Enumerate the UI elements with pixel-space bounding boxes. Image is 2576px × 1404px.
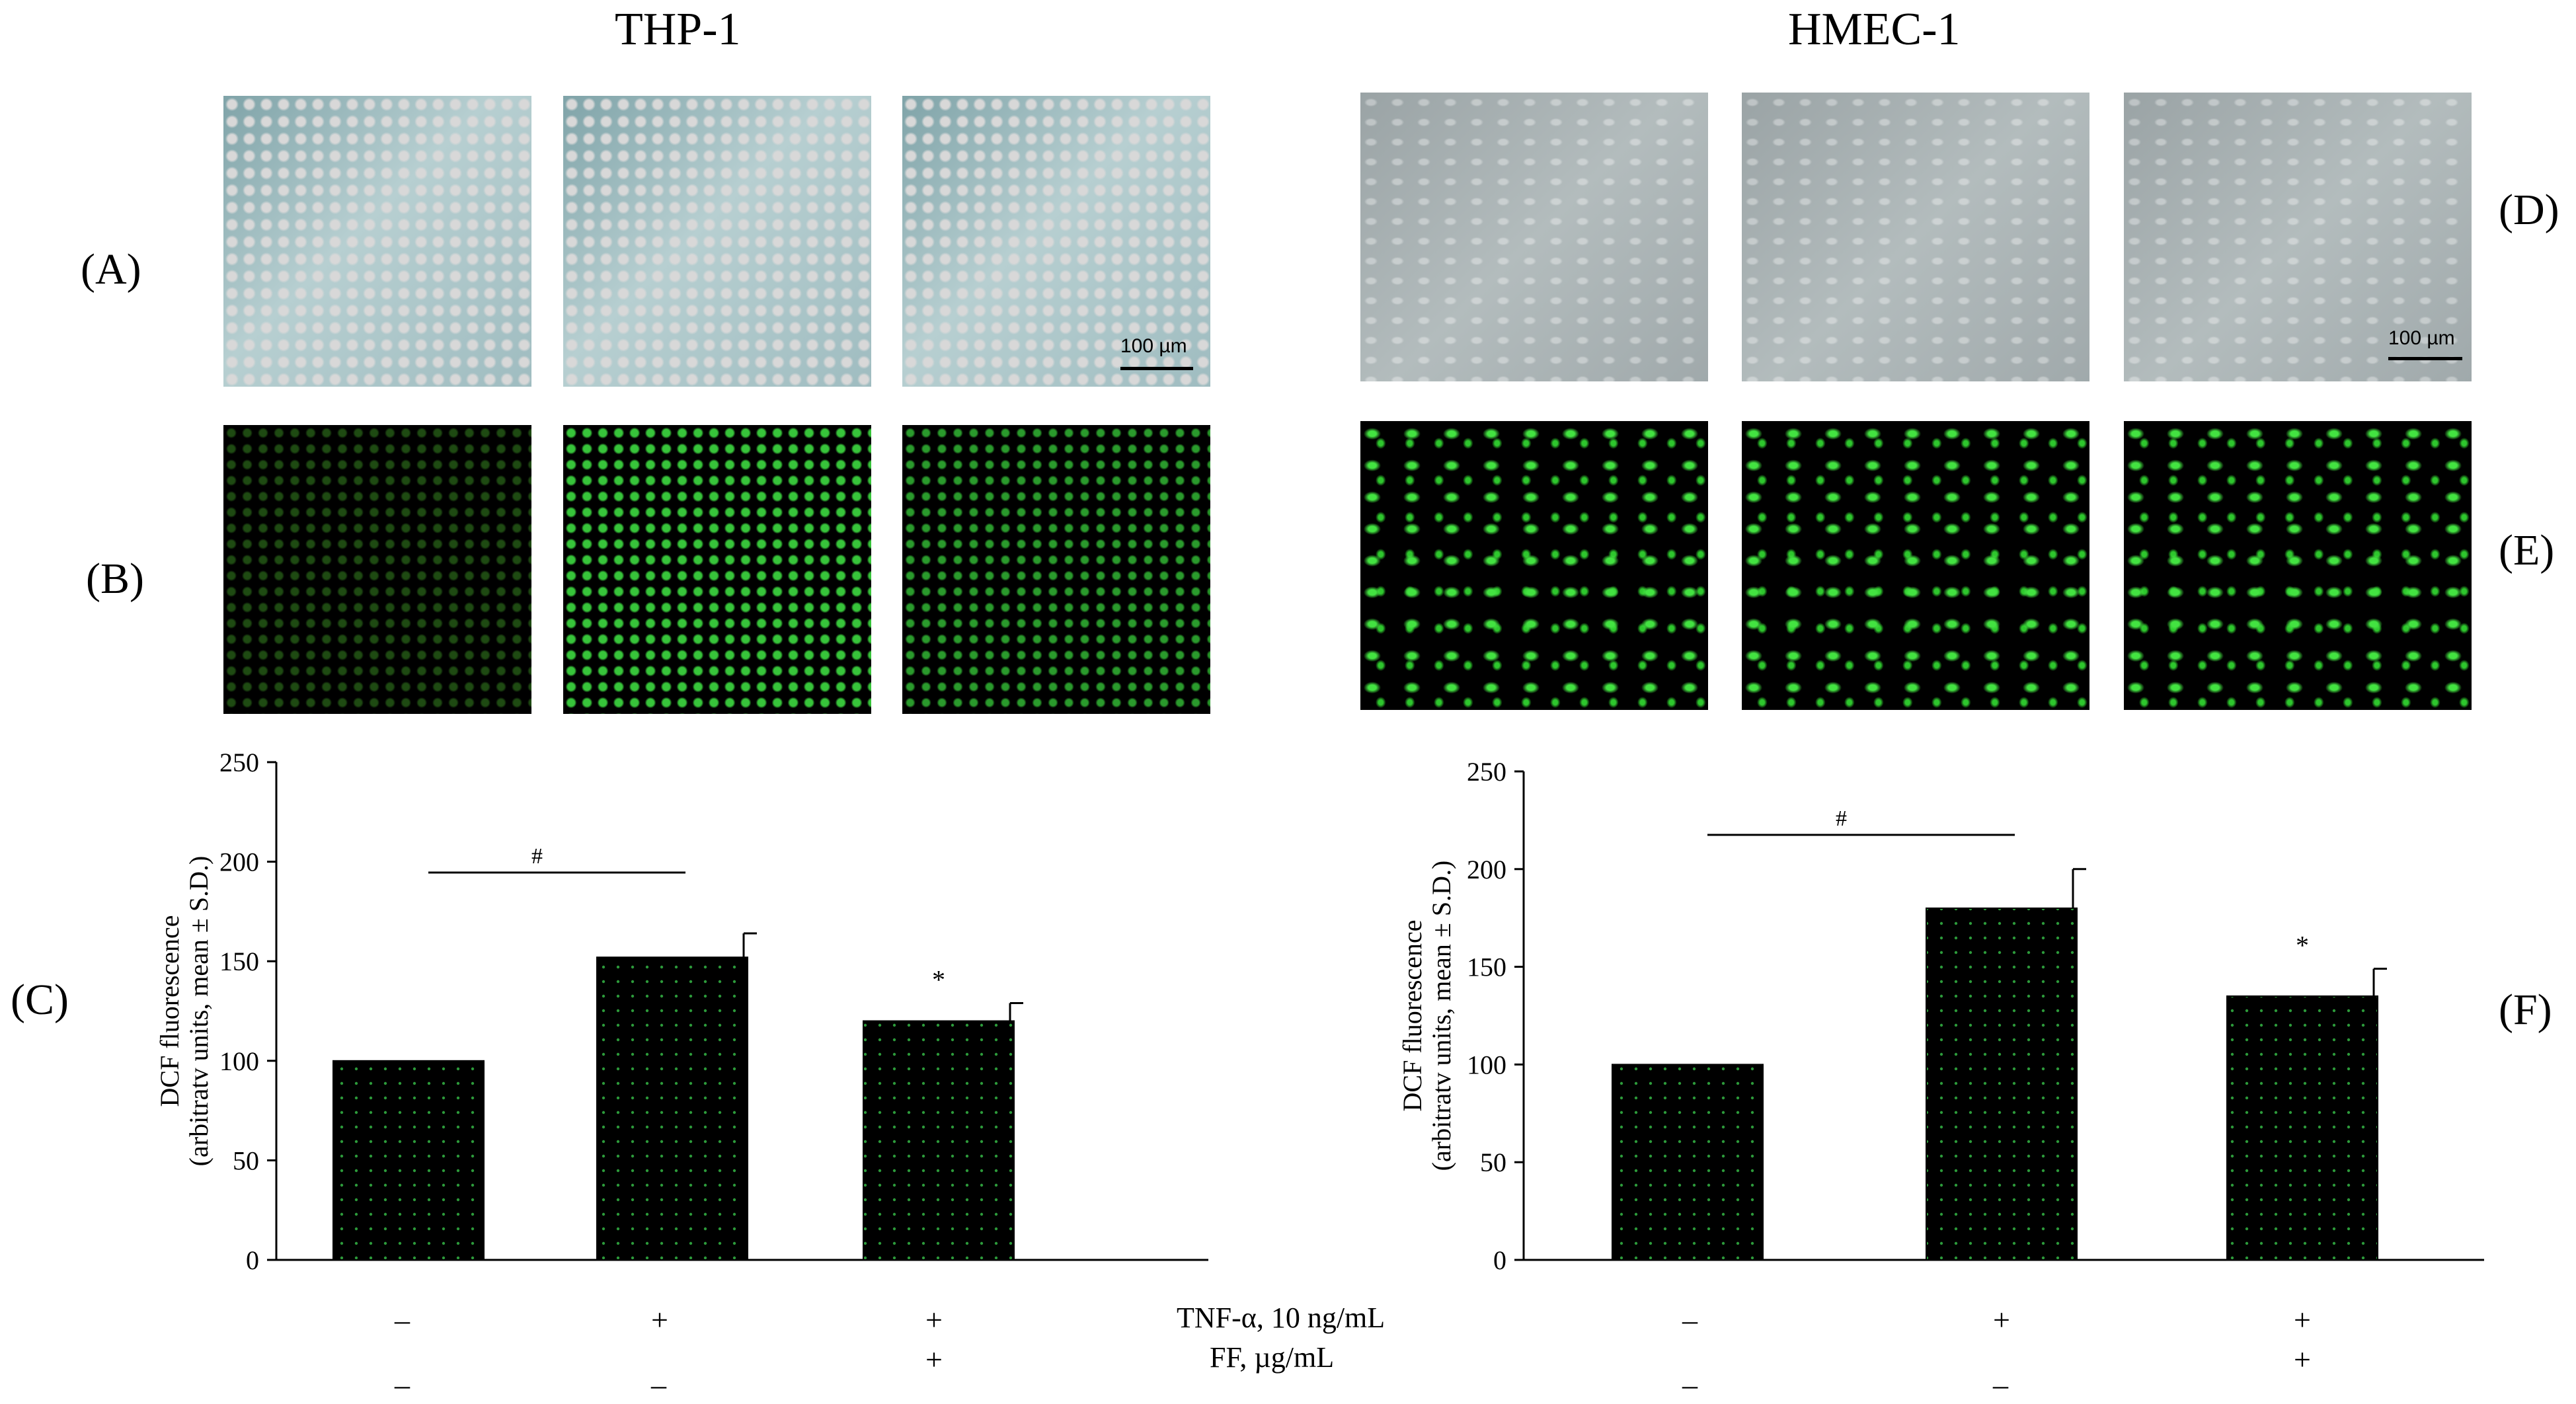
ff-condition-label: FF, µg/mL [1210, 1341, 1335, 1374]
micrograph-a-tnf [563, 96, 871, 387]
ff-sign-c-3: + [925, 1343, 943, 1376]
significance-hash-f: # [1836, 806, 1847, 831]
y-axis-title-c: DCF fluorescence [155, 916, 184, 1107]
scale-bar-thp1 [1120, 367, 1193, 370]
y-tick-label-f-4: 200 [1467, 855, 1506, 884]
bar-f-1 [1926, 907, 2078, 1261]
micrograph-d-tnf [1742, 93, 2089, 381]
y-tick-label-f-3: 150 [1467, 953, 1506, 982]
tnf-sign-c-2: + [651, 1303, 668, 1337]
tnf-condition-label: TNF-α, 10 ng/mL [1177, 1302, 1386, 1334]
fluorescence-e-control [1360, 421, 1708, 710]
tnf-sign-f-2: + [1993, 1303, 2010, 1337]
y-tick-label-f-0: 0 [1493, 1245, 1506, 1275]
y-axis-subtitle-c: (arbitratv units, mean ± S.D.) [184, 856, 214, 1167]
bar-f-0 [1612, 1064, 1764, 1261]
ff-sign-c-2: – [651, 1368, 666, 1401]
fluorescence-b-tnf [563, 425, 871, 714]
y-tick-label-c-0: 0 [246, 1245, 259, 1275]
significance-star-f: * [2296, 931, 2309, 960]
panel-label-f: (F) [2499, 986, 2552, 1034]
micrograph-a-control [223, 96, 531, 387]
micrograph-d-control [1360, 93, 1708, 381]
fluorescence-b-tnf-ff [902, 425, 1210, 714]
y-tick-label-c-3: 150 [219, 947, 259, 976]
panel-label-c: (C) [11, 976, 69, 1024]
title-thp1: THP-1 [615, 4, 741, 55]
fluorescence-e-tnf [1742, 421, 2089, 710]
panel-label-b: (B) [86, 555, 144, 603]
y-tick-label-f-5: 250 [1467, 757, 1506, 787]
tnf-sign-c-1: – [395, 1303, 410, 1337]
y-tick-label-c-4: 200 [219, 847, 259, 877]
tnf-sign-f-1: – [1682, 1303, 1698, 1337]
fluorescence-b-control [223, 425, 531, 714]
fluorescence-e-tnf-ff [2124, 421, 2472, 710]
y-tick-label-c-5: 250 [219, 748, 259, 777]
micrograph-a-tnf-ff: 100 µm [902, 96, 1210, 387]
ff-sign-f-3: + [2294, 1343, 2311, 1376]
bar-c-0 [332, 1060, 485, 1261]
micrograph-d-tnf-ff: 100 µm [2124, 93, 2472, 381]
scale-bar-hmec1 [2388, 357, 2462, 360]
scale-bar-label-hmec1: 100 µm [2388, 327, 2455, 349]
bar-chart-f: 0 50 100 150 200 250 DCF fluorescence (arbitrat… [1397, 757, 2484, 1275]
y-tick-label-c-2: 100 [219, 1046, 259, 1076]
ff-sign-c-1: – [395, 1368, 410, 1401]
y-axis-title-f: DCF fluorescence [1397, 920, 1427, 1112]
y-tick-label-f-1: 50 [1480, 1148, 1506, 1177]
significance-hash-c: # [531, 844, 543, 869]
significance-star-c: * [932, 964, 945, 994]
panel-label-d: (D) [2499, 186, 2559, 234]
bar-c-2 [863, 1020, 1015, 1261]
panel-label-a: (A) [81, 245, 141, 293]
scale-bar-label-thp1: 100 µm [1120, 335, 1187, 357]
bar-c-1 [596, 956, 748, 1261]
tnf-sign-c-3: + [925, 1303, 943, 1337]
bar-chart-c: 0 50 100 150 200 250 DCF fluorescence (arbitrat… [155, 748, 1208, 1275]
panel-label-e: (E) [2499, 526, 2555, 574]
bar-f-2 [2226, 995, 2378, 1261]
ff-sign-f-1: – [1682, 1368, 1698, 1401]
y-axis-subtitle-f: (arbitratv units, mean ± S.D.) [1426, 861, 1456, 1171]
y-tick-label-c-1: 50 [233, 1146, 259, 1175]
title-hmec1: HMEC-1 [1788, 4, 1961, 55]
tnf-sign-f-3: + [2294, 1303, 2311, 1337]
y-tick-label-f-2: 100 [1467, 1050, 1506, 1079]
ff-sign-f-2: – [1993, 1368, 2008, 1401]
